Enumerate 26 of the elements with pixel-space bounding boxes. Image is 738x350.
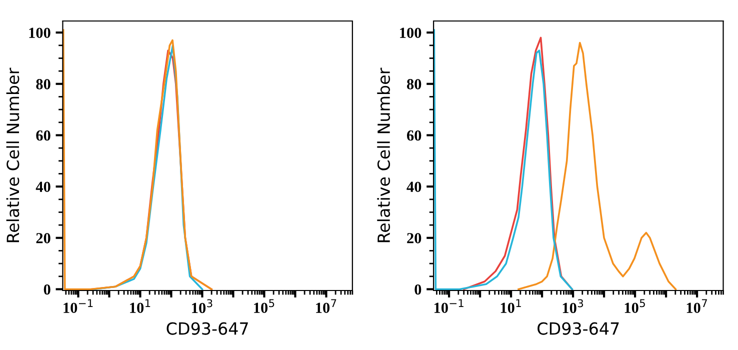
x-tick-label: 10$^{7}$ — [316, 299, 336, 313]
y-axis-title: Relative Cell Number — [6, 68, 20, 242]
y-tick-label: 100 — [400, 28, 422, 38]
y-tick-label: 20 — [36, 233, 50, 244]
x-tick-label: 10$^{−1}$ — [434, 299, 464, 313]
x-tick-label: 10$^{3}$ — [562, 299, 584, 314]
y-tick-label: 20 — [407, 233, 422, 244]
x-tick-label: 10$^{1}$ — [130, 299, 150, 313]
y-tick-label: 80 — [36, 79, 50, 90]
x-tick-label: 10$^{1}$ — [500, 299, 521, 313]
y-tick-label: 0 — [414, 284, 422, 295]
x-tick-label: 10$^{7}$ — [686, 299, 707, 313]
y-tick-label: 40 — [406, 182, 422, 192]
x-axis-title: CD93-647 — [538, 322, 619, 335]
y-tick-label: 40 — [36, 182, 50, 192]
y-tick-label: 60 — [36, 130, 50, 141]
y-tick-label: 100 — [29, 28, 50, 38]
y-axis-title: Relative Cell Number — [377, 68, 390, 242]
x-axis-title: CD93-647 — [166, 322, 248, 335]
x-tick-label: 10$^{3}$ — [192, 299, 212, 314]
y-tick-label: 80 — [406, 79, 422, 90]
x-tick-label: 10$^{5}$ — [624, 299, 645, 313]
x-tick-label: 10$^{5}$ — [254, 299, 274, 313]
y-tick-label: 60 — [406, 130, 422, 141]
x-tick-label: 10$^{−1}$ — [64, 299, 93, 313]
y-tick-label: 0 — [44, 284, 50, 295]
